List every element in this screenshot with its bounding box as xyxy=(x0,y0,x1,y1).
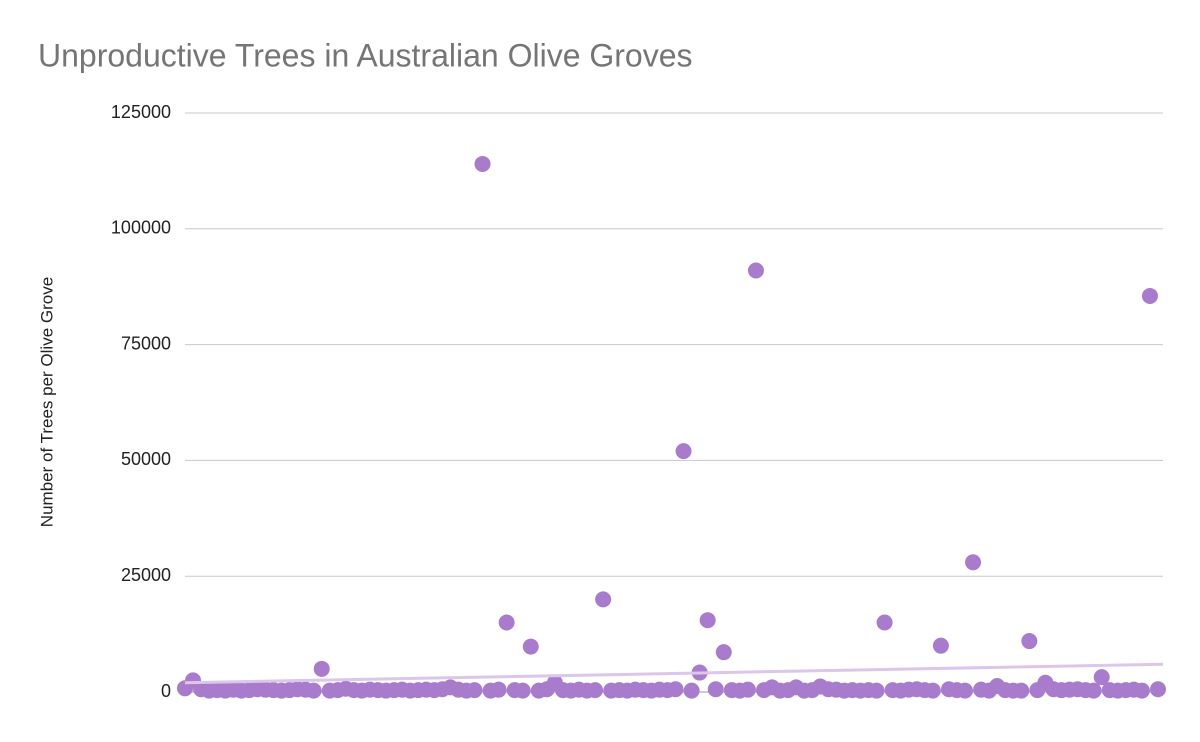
point xyxy=(683,682,700,699)
point xyxy=(1141,287,1158,304)
point xyxy=(747,262,764,279)
point xyxy=(1021,633,1038,650)
point xyxy=(1150,681,1166,698)
point xyxy=(924,682,941,699)
y-tick-label: 0 xyxy=(161,681,171,701)
point xyxy=(305,682,322,699)
point xyxy=(707,681,724,698)
point xyxy=(699,612,716,629)
point xyxy=(1085,682,1102,699)
point xyxy=(522,638,539,655)
chart-title: Unproductive Trees in Australian Olive G… xyxy=(38,37,693,73)
point xyxy=(466,682,483,699)
y-axis-label: Number of Trees per Olive Grove xyxy=(37,277,56,527)
point xyxy=(667,681,684,698)
y-tick-label: 50000 xyxy=(121,449,171,469)
point xyxy=(490,681,507,698)
point xyxy=(587,682,604,699)
point xyxy=(739,681,756,698)
point xyxy=(1133,682,1150,699)
point xyxy=(595,591,612,608)
point xyxy=(932,637,949,654)
point xyxy=(965,554,982,571)
y-tick-label: 75000 xyxy=(121,333,171,353)
point xyxy=(868,682,885,699)
trendline xyxy=(184,662,1164,685)
point xyxy=(1093,669,1110,686)
point xyxy=(474,155,491,172)
point xyxy=(876,614,893,631)
point xyxy=(498,614,515,631)
point xyxy=(675,443,692,460)
point xyxy=(313,660,330,677)
y-tick-label: 25000 xyxy=(121,565,171,585)
point xyxy=(514,682,531,699)
point xyxy=(715,644,732,661)
y-tick-label: 125000 xyxy=(111,102,171,122)
point xyxy=(1013,682,1030,699)
y-tick-label: 100000 xyxy=(111,218,171,238)
point xyxy=(957,682,974,699)
